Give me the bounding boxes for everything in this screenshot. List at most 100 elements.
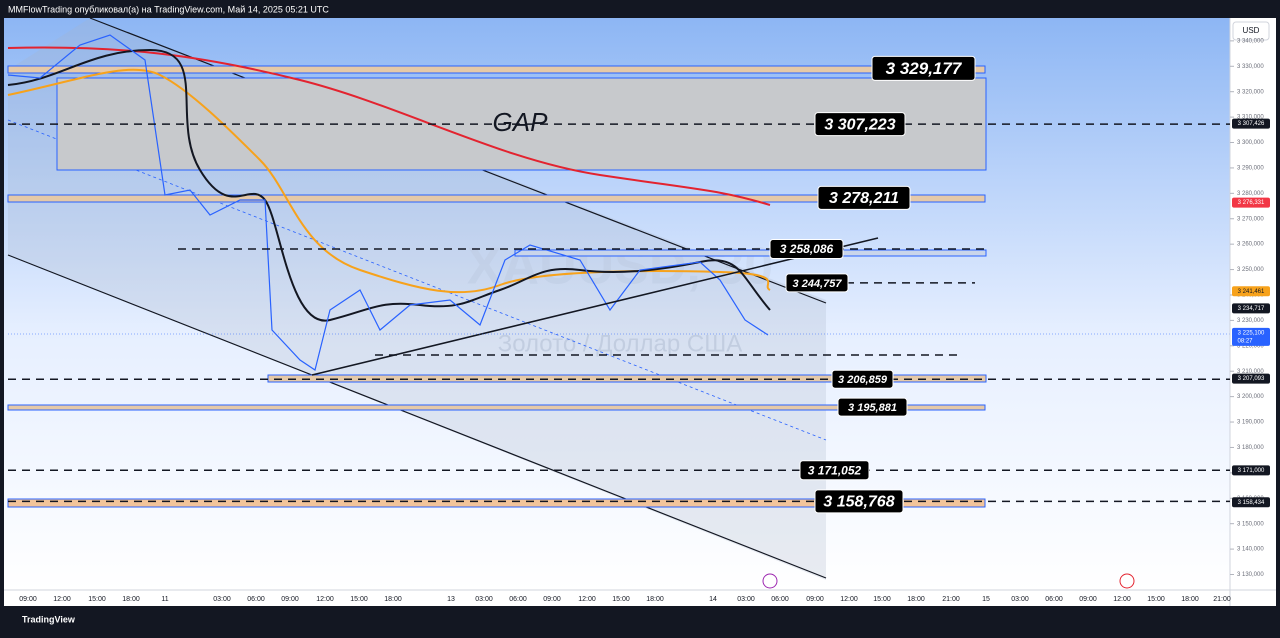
currency-button[interactable] — [1232, 21, 1270, 41]
y-tick-label: 3 280,000 — [1237, 191, 1264, 197]
x-tick-label: 15:00 — [88, 596, 106, 603]
level-label-box — [814, 489, 904, 514]
x-tick-label: 06:00 — [247, 596, 265, 603]
countdown: 08:27 — [1237, 338, 1253, 344]
level-label-box — [799, 460, 870, 481]
channel-line — [7, 254, 827, 579]
level-label-box — [837, 397, 908, 417]
x-tick-label: 21:00 — [1213, 596, 1231, 603]
event-icon[interactable] — [762, 573, 778, 589]
y-tick-label: 3 250,000 — [1237, 267, 1264, 273]
ma-long — [7, 46, 771, 206]
x-tick-label: 03:00 — [213, 596, 231, 603]
y-tick-label: 3 270,000 — [1237, 216, 1264, 222]
y-tick-label: 3 340,000 — [1237, 38, 1264, 44]
y-tick-label: 3 260,000 — [1237, 242, 1264, 248]
x-tick-label: 09:00 — [806, 596, 824, 603]
price — [7, 34, 769, 371]
ma-short — [7, 48, 771, 322]
x-tick-label: 12:00 — [840, 596, 858, 603]
price-badge-label: 3 225,100 — [1238, 330, 1265, 336]
level-label: 3 258,086 — [780, 242, 834, 256]
x-tick-label: 06:00 — [509, 596, 527, 603]
y-tick-label: 3 190,000 — [1237, 420, 1264, 426]
x-tick-label: 06:00 — [1045, 596, 1063, 603]
x-tick-label: 21:00 — [942, 596, 960, 603]
currency[interactable]: USD — [1243, 26, 1260, 35]
x-tick-label: 15:00 — [1147, 596, 1165, 603]
x-tick-label: 12:00 — [578, 596, 596, 603]
event-icon[interactable] — [1119, 573, 1135, 589]
level-label: 3 329,177 — [886, 59, 963, 78]
price-badge-label: 3 171,000 — [1238, 468, 1265, 474]
price-badge — [1232, 197, 1270, 208]
x-tick-label: 06:00 — [771, 596, 789, 603]
x-tick-label: 09:00 — [1079, 596, 1097, 603]
zone — [514, 249, 987, 257]
watermark: XAUUSD, 30 — [467, 238, 773, 296]
y-tick-label: 3 300,000 — [1237, 140, 1264, 146]
y-tick-label: 3 140,000 — [1237, 547, 1264, 553]
y-tick-label: 3 330,000 — [1237, 64, 1264, 70]
annotation: GAP — [493, 107, 549, 137]
price-badge-label: 3 276,331 — [1238, 200, 1265, 206]
x-tick-label: 18:00 — [122, 596, 140, 603]
level-label: 3 158,768 — [823, 494, 894, 511]
zone — [7, 498, 986, 508]
header: MMFlowTrading опубликовал(а) на TradingV… — [8, 4, 329, 14]
x-tick-label: 14 — [709, 596, 717, 603]
x-tick-label: 09:00 — [543, 596, 561, 603]
y-tick-label: 3 130,000 — [1237, 572, 1264, 578]
level-label: 3 171,052 — [808, 463, 862, 477]
x-tick-label: 15:00 — [612, 596, 630, 603]
mid-line — [7, 119, 827, 441]
y-tick-label: 3 220,000 — [1237, 343, 1264, 349]
zone — [7, 194, 986, 203]
x-tick-label: 03:00 — [737, 596, 755, 603]
x-tick-label: 12:00 — [1113, 596, 1131, 603]
price-badge-label: 3 307,426 — [1238, 121, 1265, 127]
level-label-box — [785, 273, 849, 293]
y-tick-label: 3 290,000 — [1237, 166, 1264, 172]
y-tick-label: 3 180,000 — [1237, 445, 1264, 451]
x-tick-label: 03:00 — [1011, 596, 1029, 603]
price-badge — [1232, 465, 1270, 476]
price-badge — [1232, 286, 1270, 297]
price-badge-label: 3 241,461 — [1238, 289, 1265, 295]
x-tick-label: 09:00 — [19, 596, 37, 603]
level-label: 3 195,881 — [848, 402, 897, 414]
price-badge — [1232, 327, 1270, 346]
y-tick-label: 3 320,000 — [1237, 89, 1264, 95]
symbol-description: Золото / Доллар США — [498, 330, 743, 357]
x-tick-label: 12:00 — [53, 596, 71, 603]
level-label: 3 206,859 — [838, 374, 888, 386]
level-label-box — [769, 239, 844, 260]
x-tick-label: 18:00 — [646, 596, 664, 603]
ma-mid — [7, 68, 771, 294]
price-badge-label: 3 234,717 — [1238, 306, 1265, 312]
price-badge — [1232, 497, 1270, 508]
y-tick-label: 3 310,000 — [1237, 115, 1264, 121]
y-tick-label: 3 150,000 — [1237, 521, 1264, 527]
zone — [7, 65, 986, 74]
level-label: 3 244,757 — [793, 278, 843, 290]
price-badge — [1232, 373, 1270, 384]
x-tick-label: 09:00 — [281, 596, 299, 603]
trend-line — [311, 237, 879, 376]
zone — [7, 404, 986, 411]
x-tick-label: 11 — [161, 596, 168, 603]
x-tick-label: 18:00 — [1181, 596, 1199, 603]
y-tick-label: 3 230,000 — [1237, 318, 1264, 324]
x-tick-label: 18:00 — [384, 596, 402, 603]
level-label: 3 307,223 — [824, 116, 895, 133]
level-label-box — [814, 112, 906, 137]
price-badge-label: 3 207,093 — [1238, 376, 1265, 382]
x-tick-label: 15 — [982, 596, 990, 603]
y-tick-label: 3 210,000 — [1237, 369, 1264, 375]
x-tick-label: 13 — [447, 596, 455, 603]
x-tick-label: 03:00 — [475, 596, 493, 603]
footer: TradingView — [22, 614, 76, 624]
x-tick-label: 12:00 — [316, 596, 334, 603]
